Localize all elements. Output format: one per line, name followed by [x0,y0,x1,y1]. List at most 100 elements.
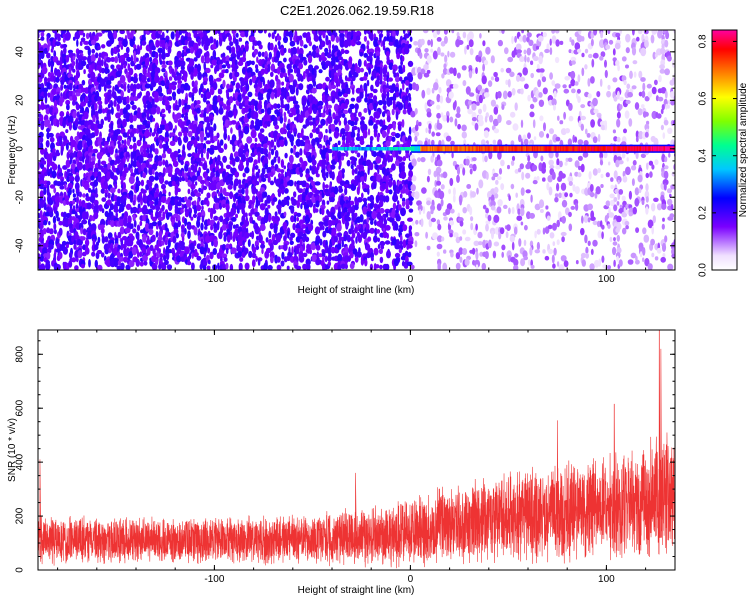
spectrogram-cell [219,196,222,201]
spectrogram-cell [420,68,426,75]
spectrogram-cell [135,183,140,193]
spectrogram-cell [306,263,311,270]
spectrogram-cell [551,80,556,86]
spectrogram-cell [161,240,165,246]
spectrogram-cell [280,47,285,56]
spectrogram-cell [402,82,405,91]
spectrogram-cell [145,252,149,257]
spectrogram-cell [327,247,332,255]
spectrogram-cell [331,171,335,181]
spectrogram-cell [597,230,603,239]
spectrogram-cell [307,115,313,121]
spectrogram-cell [438,86,442,94]
spectrogram-cell [46,180,51,186]
spectrogram-cell [168,122,173,131]
spectrogram-cell [132,76,138,84]
spectrogram-cell [556,219,560,228]
spectrogram-cell [131,104,137,110]
spectrogram-cell [107,113,111,123]
spectrogram-cell [109,35,115,45]
spectrogram-cell [386,232,389,239]
spectrogram-cell [388,189,393,195]
spectrogram-cell [380,30,383,34]
spectrogram-cell [69,96,74,101]
spectrogram-cell [501,244,506,251]
spectrogram-cell [195,146,198,155]
spectrogram-cell [542,177,546,182]
spectrogram-cell [642,82,646,91]
spectrogram-cell [66,151,70,160]
spectrogram-cell [590,216,596,221]
spectrogram-cell [505,231,509,239]
spectrogram-cell [199,142,205,151]
spectrogram-cell [269,180,275,186]
spectrogram-cell [581,36,585,42]
spectrogram-cell [497,199,503,207]
spectrogram-cell [421,89,426,99]
spectrogram-cell [510,160,515,166]
spectrogram-cell [229,263,234,270]
spectrogram-cell [46,44,50,52]
spectrogram-cell [524,54,527,63]
spectrogram-cell [391,238,398,246]
spectrogram-cell [164,82,171,90]
spectrogram-cell [436,122,443,130]
spectrogram-cell [613,204,618,212]
spectrogram-cell [634,187,640,196]
spectrogram-cell [519,207,525,217]
spectrogram-cell [40,30,46,33]
spectrogram-cell [330,84,337,90]
spectrogram-cell [221,244,227,251]
spectrogram-cell [539,209,544,213]
spectrogram-cell [399,240,403,246]
spectrogram-cell [125,203,132,210]
spectrogram-cell [334,236,338,243]
spectrogram-cell [543,122,546,132]
spectrogram-cell [246,159,249,167]
spectrogram-cell [297,188,304,194]
spectrogram-cell [286,195,290,201]
spectrogram-cell [330,34,335,42]
spectrogram-cell [190,183,196,190]
spectrogram-cell [637,108,643,116]
spectrogram-cell [357,58,362,68]
spectrogram-cell [551,171,556,180]
spectrogram-cell [450,140,455,146]
spectrogram-cell [436,219,441,226]
spectrogram-cell [199,263,203,270]
spectrogram-cell [283,47,287,54]
spectrogram-cell [95,85,99,90]
spectrogram-cell [356,152,361,158]
spectrogram-cell [305,168,310,176]
spectrogram-cell [389,155,394,163]
spectrogram-cell [423,72,430,78]
spectrogram-cell [274,124,280,130]
spectrogram-cell [456,72,461,79]
spectrogram-cell [333,119,338,125]
spectrogram-cell [456,166,461,175]
spectrogram-cell [302,71,306,80]
spectrogram-cell [625,225,629,230]
spectrogram-cell [407,251,412,258]
spectrogram-cell [635,136,639,143]
spectrogram-cell [440,112,444,118]
spectrogram-cell [127,83,130,90]
spectrogram-cell [87,100,92,108]
spectrogram-cell [100,59,104,67]
spectrogram-cell [319,194,323,202]
spectrogram-cell [59,60,63,66]
spectrogram-cell [116,103,120,112]
spectrogram-cell [520,88,524,95]
spectrogram-cell [145,123,151,129]
spectrogram-cell [469,48,474,56]
spectrogram-cell [470,216,474,222]
spectrogram-cell [125,264,131,270]
spectrogram-cell [473,240,480,246]
spectrogram-cell [615,32,621,38]
spectrogram-cell [97,108,103,114]
spectrogram-cell [155,39,160,48]
spectrogram-cell [63,46,67,55]
spectrogram-cell [244,212,248,218]
spectrogram-cell [302,263,308,270]
spectrogram-cell [54,41,61,47]
